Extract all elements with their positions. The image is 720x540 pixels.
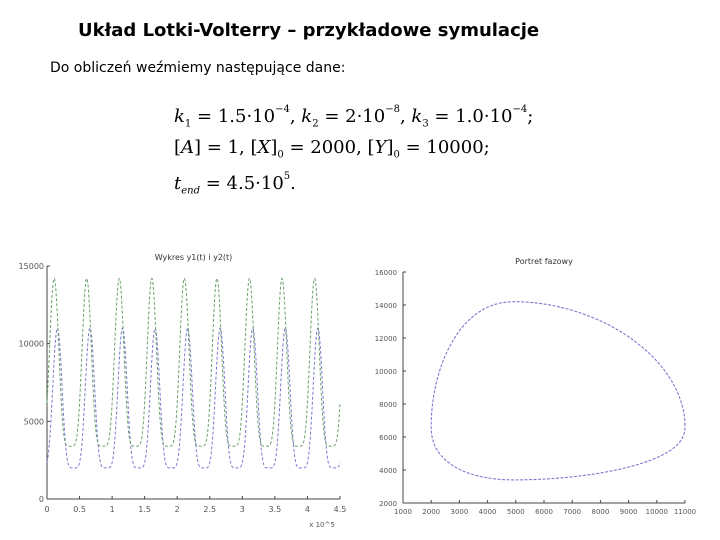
tend-exponent: 5 [283, 171, 291, 182]
x-tick-label: 1000 [394, 508, 412, 516]
x-tick-label: 7000 [563, 508, 581, 516]
x-tick-label: 1 [110, 505, 115, 514]
x-tick-label: 4.5 [334, 505, 347, 514]
y-tick-label: 6000 [379, 434, 397, 442]
chart-title: Portret fazowy [515, 257, 573, 266]
end-time-equation: tend = 4.5·105. [174, 171, 296, 197]
k2-value: 2·10 [345, 106, 386, 127]
a-value: 1 [227, 137, 240, 158]
x-multiplier-label: x 10^5 [309, 521, 335, 529]
phase-orbit-line [430, 301, 686, 481]
y-tick-label: 4000 [379, 467, 397, 475]
k1-value: 1.5·10 [217, 106, 276, 127]
x-tick-label: 2.5 [203, 505, 216, 514]
y0-value: 10000 [426, 137, 484, 158]
x0-value: 2000 [310, 137, 357, 158]
x-tick-label: 3 [240, 505, 245, 514]
k3-value: 1.0·10 [455, 106, 513, 127]
y-tick-label: 16000 [375, 269, 397, 277]
x-tick-label: 0.5 [73, 505, 86, 514]
y-tick-label: 2000 [379, 500, 397, 508]
x-tick-label: 10000 [646, 508, 668, 516]
intro-text: Do obliczeń weźmiemy następujące dane: [50, 60, 346, 76]
rate-constants-equation: k1 = 1.5·10−4, k2 = 2·10−8, k3 = 1.0·10−… [174, 104, 534, 130]
x-tick-label: 2000 [422, 508, 440, 516]
x-tick-label: 8000 [591, 508, 609, 516]
x-tick-label: 4 [305, 505, 310, 514]
time-series-chart: Wykres y1(t) i y2(t) 0 0.5 1 1.5 2 2.5 3 3.5 4 4.5… [19, 253, 347, 529]
y-tick-label: 14000 [375, 302, 397, 310]
x-tick-label: 3.5 [269, 505, 282, 514]
y-tick-label: 10000 [19, 340, 44, 349]
x-tick-label: 3000 [450, 508, 468, 516]
slide-title: Układ Lotki-Volterry – przykładowe symul… [78, 20, 540, 41]
y-tick-label: 10000 [375, 368, 397, 376]
x-tick-label: 0 [44, 505, 49, 514]
y-tick-label: 12000 [375, 335, 397, 343]
chart-title: Wykres y1(t) i y2(t) [155, 253, 233, 262]
x-tick-label: 1.5 [138, 505, 151, 514]
y-tick-label: 5000 [24, 417, 44, 426]
x-tick-label: 2 [175, 505, 180, 514]
k1-exponent: −4 [275, 104, 290, 115]
x-tick-label: 6000 [535, 508, 553, 516]
series-line-x [46, 327, 341, 469]
x-tick-label: 11000 [674, 508, 696, 516]
k2-exponent: −8 [385, 104, 400, 115]
y-tick-label: 0 [39, 495, 44, 504]
x-tick-label: 4000 [479, 508, 497, 516]
y-tick-label: 8000 [379, 401, 397, 409]
x-tick-label: 5000 [507, 508, 525, 516]
k3-exponent: −4 [512, 104, 528, 115]
series-line-y [46, 277, 341, 447]
tend-value: 4.5·10 [226, 173, 284, 194]
initial-conditions-equation: [A] = 1, [X]0 = 2000, [Y]0 = 10000; [174, 137, 490, 161]
y-tick-label: 15000 [19, 262, 44, 271]
x-tick-label: 9000 [620, 508, 638, 516]
